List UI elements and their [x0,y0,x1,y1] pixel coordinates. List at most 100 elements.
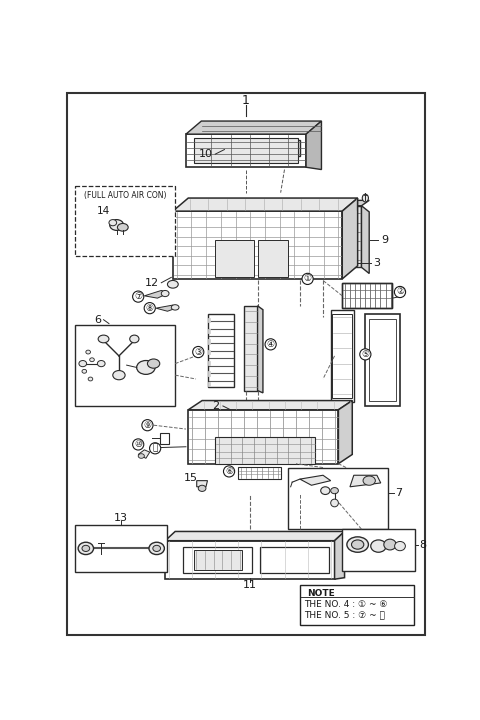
Ellipse shape [82,369,86,373]
Text: 8: 8 [420,539,427,549]
Polygon shape [197,481,207,487]
Polygon shape [183,547,252,573]
Ellipse shape [130,335,139,343]
Polygon shape [188,410,338,464]
Polygon shape [238,467,281,479]
Polygon shape [173,211,342,279]
Polygon shape [207,313,234,387]
Ellipse shape [88,377,93,381]
Ellipse shape [118,223,128,231]
Ellipse shape [79,361,86,366]
Ellipse shape [362,194,369,202]
Polygon shape [196,140,300,156]
Ellipse shape [98,335,109,343]
Text: NOTE: NOTE [308,588,336,598]
Polygon shape [156,305,178,311]
Text: 7: 7 [395,488,402,498]
Polygon shape [300,475,331,485]
Text: 10: 10 [199,149,213,159]
Polygon shape [335,531,345,579]
Bar [342,529,415,572]
Polygon shape [165,531,345,541]
Text: 3: 3 [373,258,380,269]
Ellipse shape [198,485,206,492]
Polygon shape [338,400,352,464]
Text: ⑨: ⑨ [144,420,152,430]
Polygon shape [138,450,150,459]
Text: ①: ① [303,274,312,284]
Text: 2: 2 [212,401,219,411]
Polygon shape [188,400,352,410]
Polygon shape [173,198,358,211]
Text: 6: 6 [95,315,102,325]
Polygon shape [306,121,322,169]
Ellipse shape [321,487,330,495]
Ellipse shape [347,537,369,552]
Ellipse shape [82,545,90,552]
Text: ⑪: ⑪ [153,444,158,453]
Ellipse shape [109,220,117,226]
Ellipse shape [153,545,160,552]
Text: ②: ② [396,287,404,297]
Ellipse shape [371,540,386,552]
Text: 11: 11 [243,580,257,590]
Ellipse shape [86,350,90,354]
Bar [75,526,168,572]
Polygon shape [215,437,315,464]
Polygon shape [244,306,258,390]
Text: 15: 15 [183,472,198,482]
Text: (FULL AUTO AIR CON): (FULL AUTO AIR CON) [84,192,167,200]
Text: ⑥: ⑥ [225,467,233,476]
Polygon shape [165,541,335,579]
Polygon shape [342,198,358,279]
Text: 1: 1 [242,94,250,107]
Ellipse shape [97,361,105,366]
Text: 9: 9 [381,235,388,246]
Bar [75,186,175,256]
Text: THE NO. 5 : ⑦ ~ ⑪: THE NO. 5 : ⑦ ~ ⑪ [304,610,384,619]
Ellipse shape [78,542,94,554]
Ellipse shape [363,476,375,485]
Text: ④: ④ [266,340,275,349]
Text: ⑤: ⑤ [361,350,370,359]
Text: ⑧: ⑧ [146,304,154,312]
Ellipse shape [384,539,396,550]
Ellipse shape [331,499,338,507]
Polygon shape [258,306,263,393]
Bar [75,325,175,406]
Polygon shape [215,240,254,277]
Ellipse shape [110,220,123,230]
Polygon shape [144,290,169,298]
Text: ③: ③ [194,348,203,356]
Polygon shape [342,206,361,267]
Text: 14: 14 [97,206,110,216]
Polygon shape [331,310,354,402]
Ellipse shape [331,487,338,494]
Ellipse shape [351,540,364,549]
Polygon shape [193,550,242,570]
Ellipse shape [161,290,169,297]
Text: THE NO. 4 : ① ~ ⑥: THE NO. 4 : ① ~ ⑥ [304,600,387,609]
Ellipse shape [168,280,178,288]
Polygon shape [342,200,369,206]
Bar [300,585,414,626]
Ellipse shape [90,358,94,361]
Text: ⑦: ⑦ [134,292,142,301]
Bar [288,467,388,529]
Ellipse shape [171,305,179,310]
Polygon shape [350,475,381,487]
Ellipse shape [395,541,406,551]
Polygon shape [186,121,322,134]
Polygon shape [361,206,369,274]
Ellipse shape [149,542,164,554]
Polygon shape [193,138,299,163]
Polygon shape [260,547,329,573]
Text: ⑩: ⑩ [134,440,142,449]
Text: 13: 13 [114,513,128,523]
Ellipse shape [113,371,125,379]
Ellipse shape [137,361,155,374]
Polygon shape [342,283,392,308]
Text: 12: 12 [145,278,159,288]
Ellipse shape [138,454,144,459]
Ellipse shape [147,359,160,368]
